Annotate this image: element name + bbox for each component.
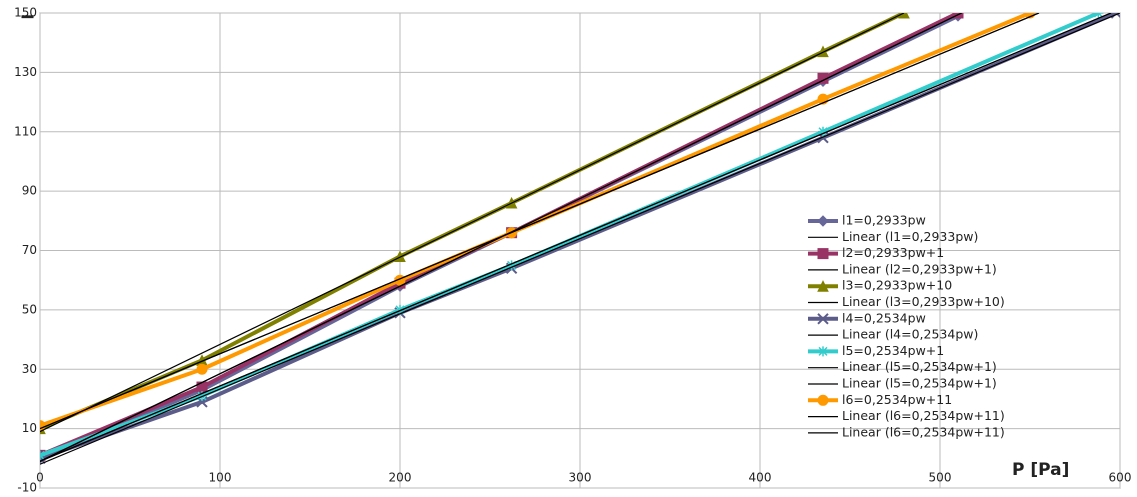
trend-line: [40, 13, 1112, 462]
x-tick-label: 200: [389, 471, 412, 485]
y-tick-label: 90: [22, 184, 37, 198]
legend-label: Linear (l3=0,2933pw+10): [842, 294, 1005, 309]
trend-line: [40, 13, 1040, 430]
legend-marker: [817, 313, 829, 325]
y-tick-label: 10: [22, 421, 37, 435]
y-tick-label: 150: [14, 6, 37, 20]
legend-label: Linear (l1=0,2933pw): [842, 229, 978, 244]
x-tick-label: 0: [36, 471, 44, 485]
marker: [395, 304, 405, 315]
legend-label: l1=0,2933pw: [842, 213, 926, 228]
legend-label: l4=0,2534pw: [842, 310, 926, 325]
trend-line: [40, 13, 1120, 465]
legend-marker: [817, 394, 829, 406]
y-tick-label: 130: [14, 65, 37, 79]
legend-label: Linear (l5=0,2534pw+1): [842, 376, 997, 391]
marker: [952, 13, 964, 19]
legend-label: l5=0,2534pw+1: [842, 343, 944, 358]
y-axis-label: l: [18, 14, 37, 19]
legend-marker: [817, 248, 829, 260]
legend-label: l3=0,2933pw+10: [842, 278, 952, 293]
x-tick-label: 100: [209, 471, 232, 485]
x-tick-label: 400: [749, 471, 772, 485]
legend-label: Linear (l6=0,2534pw+11): [842, 408, 1005, 423]
plot: [40, 13, 1120, 465]
trend-line: [40, 13, 905, 433]
legend-label: l6=0,2534pw+11: [842, 392, 952, 407]
marker: [196, 363, 208, 375]
legend-label: Linear (l5=0,2534pw+1): [842, 359, 997, 374]
legend-marker: [817, 215, 829, 227]
x-tick-label: 300: [569, 471, 592, 485]
marker: [1024, 13, 1036, 19]
y-tick-label: 50: [22, 302, 37, 316]
x-tick-label: 500: [929, 471, 952, 485]
marker: [506, 260, 517, 271]
legend-label: Linear (l6=0,2534pw+11): [842, 424, 1005, 439]
series-line: [40, 13, 1031, 428]
marker: [40, 450, 45, 461]
legend-label: Linear (l4=0,2534pw): [842, 327, 978, 342]
y-tick-label: 110: [14, 124, 37, 138]
legend-marker: [817, 280, 829, 292]
y-tick-label: -10: [17, 481, 37, 495]
legend-marker: [818, 346, 828, 357]
x-tick-label: 600: [1109, 471, 1132, 485]
y-tick-label: 70: [22, 243, 37, 257]
x-axis-label: P [Pa]: [1012, 460, 1069, 480]
legend-label: l2=0,2933pw+1: [842, 245, 944, 260]
legend-label: Linear (l2=0,2933pw+1): [842, 261, 997, 276]
grid: [39, 12, 1121, 489]
y-tick-label: 30: [22, 362, 37, 376]
